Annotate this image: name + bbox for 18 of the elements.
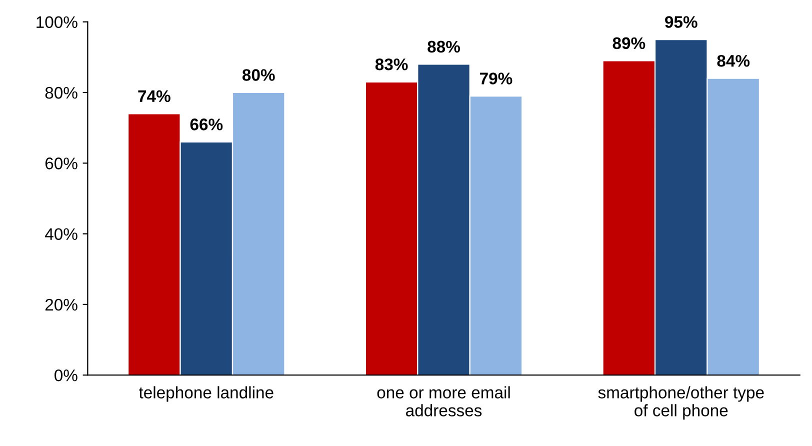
y-tick-label: 0%: [54, 369, 78, 382]
y-tick-label: 100%: [36, 16, 78, 28]
data-label: 66%: [190, 118, 223, 130]
y-tick-label: 60%: [45, 158, 78, 170]
data-label: 74%: [138, 90, 170, 102]
data-label: 80%: [242, 69, 275, 81]
data-label: 83%: [375, 58, 408, 70]
data-label: 95%: [665, 16, 698, 28]
data-label: 89%: [612, 37, 646, 50]
x-tick-label: telephone landline: [138, 386, 274, 402]
x-tick-label: smartphone/other type of cell phone: [598, 386, 764, 420]
y-tick-label: 80%: [45, 86, 78, 99]
y-tick-label: 20%: [45, 298, 78, 311]
y-tick-label: 40%: [45, 228, 78, 240]
data-label: 79%: [480, 72, 512, 84]
x-tick-label: one or more email addresses: [377, 386, 510, 416]
data-label: 84%: [717, 54, 750, 67]
data-label: 88%: [428, 40, 460, 53]
